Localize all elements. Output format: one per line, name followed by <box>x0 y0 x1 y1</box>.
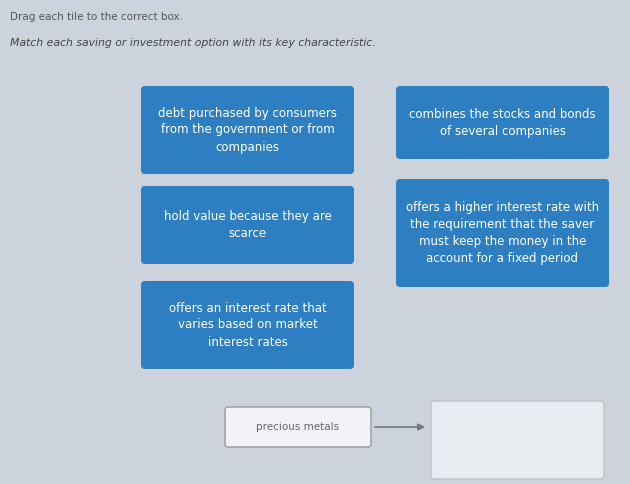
Text: Drag each tile to the correct box.: Drag each tile to the correct box. <box>10 12 183 22</box>
FancyBboxPatch shape <box>141 86 354 174</box>
Text: debt purchased by consumers
from the government or from
companies: debt purchased by consumers from the gov… <box>158 106 337 153</box>
FancyBboxPatch shape <box>141 186 354 264</box>
FancyBboxPatch shape <box>396 86 609 159</box>
FancyBboxPatch shape <box>431 401 604 479</box>
FancyBboxPatch shape <box>141 281 354 369</box>
Text: combines the stocks and bonds
of several companies: combines the stocks and bonds of several… <box>410 107 596 137</box>
Text: offers a higher interest rate with
the requirement that the saver
must keep the : offers a higher interest rate with the r… <box>406 201 599 265</box>
Text: hold value because they are
scarce: hold value because they are scarce <box>164 210 331 240</box>
FancyBboxPatch shape <box>225 407 371 447</box>
FancyBboxPatch shape <box>396 179 609 287</box>
Text: offers an interest rate that
varies based on market
interest rates: offers an interest rate that varies base… <box>169 302 326 348</box>
Text: precious metals: precious metals <box>256 422 340 432</box>
Text: Match each saving or investment option with its key characteristic.: Match each saving or investment option w… <box>10 38 375 48</box>
